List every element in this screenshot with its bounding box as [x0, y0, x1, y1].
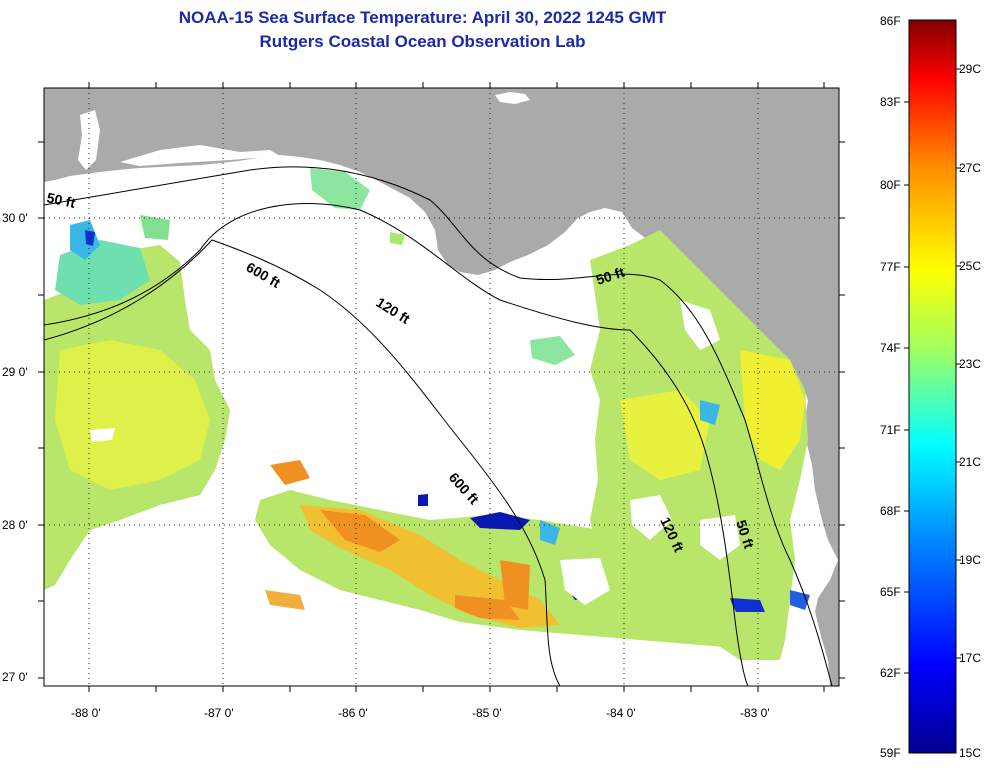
lon-label: -87 0' [204, 706, 234, 720]
bathymetry-contours [44, 166, 833, 686]
colorbar [908, 19, 957, 754]
colorbar-f-label: 83F [880, 95, 901, 109]
lat-label: 27 0' [2, 670, 28, 684]
axis-ticks [38, 82, 845, 692]
colorbar-f-label: 68F [880, 504, 901, 518]
colorbar-f-label: 80F [880, 178, 901, 192]
lon-label: -86 0' [338, 706, 368, 720]
colorbar-ticks [904, 68, 961, 674]
colorbar-f-label: 62F [880, 666, 901, 680]
lat-label: 29 0' [2, 365, 28, 379]
colorbar-c-label: 15C [959, 746, 982, 760]
sst-nearshore-patches [310, 168, 575, 365]
bay [78, 110, 100, 170]
colorbar-f-label: 74F [880, 341, 901, 355]
colorbar-c-label: 17C [959, 651, 982, 665]
contour-label: 50 ft [45, 189, 77, 211]
colorbar-c-label: 29C [959, 62, 982, 76]
sound [120, 145, 280, 166]
lon-label: -84 0' [606, 706, 636, 720]
map-subtitle: Rutgers Coastal Ocean Observation Lab [259, 32, 586, 51]
lat-label: 28 0' [2, 518, 28, 532]
lon-label: -85 0' [472, 706, 502, 720]
colorbar-f-label: 59F [880, 746, 901, 760]
colorbar-f-label: 65F [880, 585, 901, 599]
colorbar-c-label: 27C [959, 161, 982, 175]
colorbar-c-label: 21C [959, 455, 982, 469]
sst-west-patch [44, 215, 230, 590]
land-mass [44, 88, 839, 686]
colorbar-f-label: 71F [880, 423, 901, 437]
colorbar-c-label: 23C [959, 357, 982, 371]
lon-label: -88 0' [71, 706, 101, 720]
lat-label: 30 0' [2, 211, 28, 225]
colorbar-c-label: 19C [959, 553, 982, 567]
colorbar-f-label: 77F [880, 260, 901, 274]
colorbar-f-label: 86F [880, 14, 901, 28]
lon-label: -83 0' [740, 706, 770, 720]
map-title: NOAA-15 Sea Surface Temperature: April 3… [178, 8, 667, 27]
colorbar-c-label: 25C [959, 259, 982, 273]
sst-south-band [255, 460, 760, 650]
map-border [43, 87, 840, 687]
lake [495, 92, 530, 104]
